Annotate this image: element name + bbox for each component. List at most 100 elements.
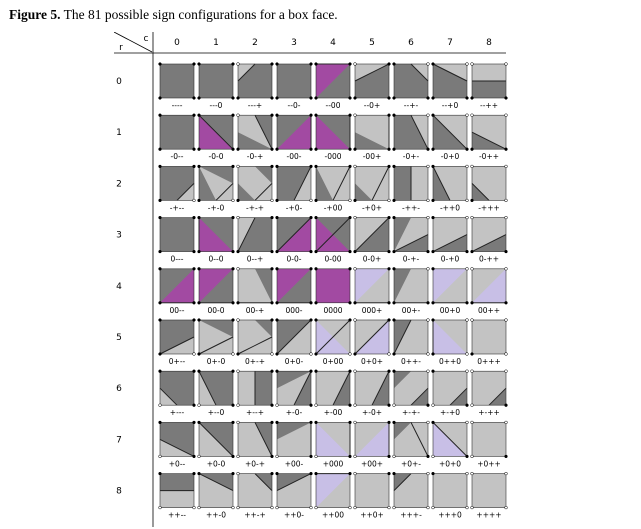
corner-dot <box>431 471 435 476</box>
corner-dot <box>392 198 396 203</box>
config-cell: 0+0- <box>275 318 313 366</box>
face-outline <box>198 63 234 99</box>
zero-level-line <box>293 166 312 201</box>
col-label-8: 8 <box>486 38 492 48</box>
corner-dot <box>348 147 352 151</box>
face-outline <box>432 217 468 252</box>
corner-dot <box>197 369 201 373</box>
corner-dot <box>353 96 357 100</box>
zero-level-line <box>471 183 490 201</box>
contact-region <box>316 115 350 150</box>
corner-dot <box>309 420 313 425</box>
config-label: 0000 <box>323 306 342 315</box>
face-outline <box>237 268 273 304</box>
config-label: -+0- <box>286 203 303 212</box>
corner-dot <box>348 505 352 510</box>
corner-dot <box>192 249 196 254</box>
corner-dot <box>192 62 196 66</box>
config-label: -++0 <box>440 203 460 212</box>
corner-dot <box>192 301 196 305</box>
corner-dot <box>158 215 162 220</box>
corner-dot <box>158 301 162 305</box>
corner-dot <box>236 113 240 117</box>
config-label: ++-0 <box>206 511 226 520</box>
corner-dot <box>270 215 274 220</box>
face-outline <box>159 114 195 150</box>
corner-dot <box>236 249 240 254</box>
positive-region <box>199 473 233 508</box>
config-label: 000- <box>285 306 302 315</box>
corner-dot <box>465 318 469 322</box>
corner-dot <box>426 249 430 254</box>
corner-dot <box>353 198 357 203</box>
config-cell: 0+-0 <box>197 318 235 366</box>
col-label-2: 2 <box>252 38 258 48</box>
positive-region <box>277 422 311 457</box>
config-label: 0-0+ <box>363 255 382 264</box>
config-label: -0+- <box>403 152 420 161</box>
corner-dot <box>192 96 196 100</box>
corner-dot <box>236 164 240 169</box>
config-cell: 0-00 <box>314 215 352 264</box>
row-label-0: 0 <box>116 77 122 87</box>
face-outline <box>198 319 234 355</box>
corner-dot <box>309 113 313 117</box>
config-label: +++0 <box>438 511 462 520</box>
corner-dot <box>158 198 162 203</box>
config-cell: -0-+ <box>236 113 274 161</box>
corner-dot <box>426 318 430 322</box>
corner-dot <box>197 471 201 476</box>
corner-dot <box>348 164 352 169</box>
corner-dot <box>275 505 279 510</box>
face-outline <box>198 422 234 457</box>
corner-dot <box>392 420 396 425</box>
corner-dot <box>197 267 201 271</box>
config-label: +000 <box>323 459 344 468</box>
config-label: ++-- <box>168 511 186 520</box>
face-base <box>433 473 467 508</box>
zero-level-line <box>471 131 507 150</box>
corner-dot <box>275 249 279 254</box>
zero-level-line <box>198 336 234 355</box>
corner-dot <box>470 403 474 407</box>
corner-dot <box>392 505 396 510</box>
face-outline <box>354 473 390 508</box>
corner-dot <box>236 301 240 305</box>
corner-dot <box>470 164 474 169</box>
corner-dot <box>392 454 396 459</box>
corner-dot <box>348 62 352 66</box>
corner-dot <box>387 198 391 203</box>
corner-dot <box>504 147 508 151</box>
corner-dot <box>348 454 352 459</box>
corner-dot <box>426 301 430 305</box>
corner-dot <box>197 62 201 66</box>
positive-region <box>433 166 467 201</box>
zero-level-line <box>254 473 273 491</box>
corner-dot <box>275 62 279 66</box>
config-cell: 0-+0 <box>431 215 469 264</box>
face-base <box>472 473 506 508</box>
config-cell: 00+- <box>392 267 430 315</box>
corner-dot <box>353 352 357 356</box>
config-label: +0-- <box>169 459 186 468</box>
corner-dot <box>231 267 235 271</box>
zero-level-line <box>254 114 273 150</box>
corner-dot <box>275 147 279 151</box>
config-label: ---- <box>172 101 183 110</box>
corner-dot <box>431 215 435 220</box>
config-cell: -++- <box>392 164 430 212</box>
positive-region <box>277 473 311 508</box>
config-label: 00+0 <box>440 306 461 315</box>
corner-dot <box>348 267 352 271</box>
corner-dot <box>270 249 274 254</box>
corner-dot <box>465 352 469 356</box>
face-outline <box>315 217 351 252</box>
corner-dot <box>426 198 430 203</box>
face-outline <box>393 63 429 99</box>
config-label: 00-+ <box>246 306 265 315</box>
corner-dot <box>387 352 391 356</box>
corner-dot <box>348 249 352 254</box>
corner-dot <box>270 505 274 510</box>
face-outline <box>276 370 312 406</box>
